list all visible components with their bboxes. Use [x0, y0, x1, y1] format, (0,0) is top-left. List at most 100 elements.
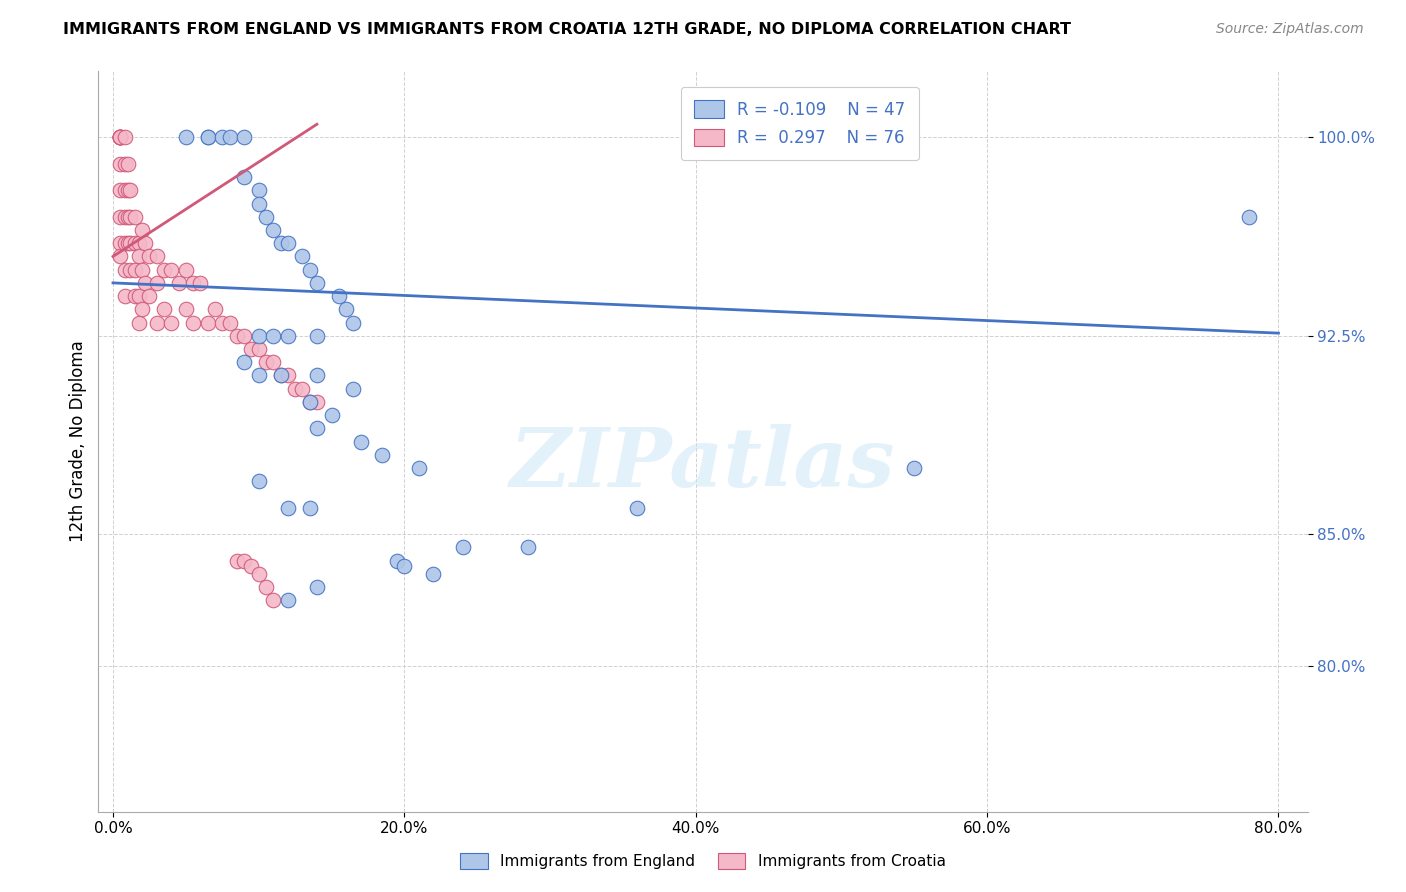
- Point: [262, 593, 284, 607]
- Point: [233, 355, 256, 369]
- Legend: R = -0.109    N = 47, R =  0.297    N = 76: R = -0.109 N = 47, R = 0.297 N = 76: [681, 87, 918, 160]
- Point: [247, 342, 270, 356]
- Point: [218, 316, 240, 330]
- Point: [160, 262, 183, 277]
- Point: [298, 262, 321, 277]
- Point: [114, 236, 136, 251]
- Point: [153, 262, 176, 277]
- Point: [110, 236, 132, 251]
- Point: [517, 541, 540, 555]
- Point: [167, 276, 190, 290]
- Point: [131, 223, 153, 237]
- Point: [270, 236, 292, 251]
- Point: [394, 558, 416, 573]
- Point: [110, 130, 132, 145]
- Point: [124, 210, 146, 224]
- Point: [197, 316, 219, 330]
- Point: [254, 210, 277, 224]
- Point: [134, 276, 156, 290]
- Point: [298, 395, 321, 409]
- Point: [422, 566, 444, 581]
- Point: [197, 130, 219, 145]
- Point: [291, 382, 314, 396]
- Point: [110, 210, 132, 224]
- Point: [305, 421, 328, 435]
- Text: ZIPatlas: ZIPatlas: [510, 424, 896, 504]
- Point: [145, 250, 167, 264]
- Point: [114, 130, 136, 145]
- Point: [262, 355, 284, 369]
- Point: [626, 500, 648, 515]
- Point: [120, 262, 142, 277]
- Point: [298, 500, 321, 515]
- Point: [110, 130, 132, 145]
- Point: [225, 328, 247, 343]
- Point: [114, 262, 136, 277]
- Point: [233, 328, 256, 343]
- Point: [342, 316, 364, 330]
- Point: [110, 183, 132, 197]
- Point: [262, 223, 284, 237]
- Point: [247, 196, 270, 211]
- Point: [277, 368, 299, 383]
- Point: [138, 289, 160, 303]
- Point: [291, 250, 314, 264]
- Point: [335, 302, 357, 317]
- Legend: Immigrants from England, Immigrants from Croatia: Immigrants from England, Immigrants from…: [454, 847, 952, 875]
- Point: [277, 500, 299, 515]
- Point: [305, 276, 328, 290]
- Point: [451, 541, 474, 555]
- Point: [128, 316, 150, 330]
- Point: [120, 183, 142, 197]
- Point: [305, 580, 328, 594]
- Point: [270, 368, 292, 383]
- Point: [277, 593, 299, 607]
- Point: [305, 395, 328, 409]
- Point: [233, 553, 256, 567]
- Text: IMMIGRANTS FROM ENGLAND VS IMMIGRANTS FROM CROATIA 12TH GRADE, NO DIPLOMA CORREL: IMMIGRANTS FROM ENGLAND VS IMMIGRANTS FR…: [63, 22, 1071, 37]
- Point: [114, 157, 136, 171]
- Point: [128, 289, 150, 303]
- Point: [181, 316, 204, 330]
- Point: [247, 183, 270, 197]
- Point: [247, 368, 270, 383]
- Point: [277, 236, 299, 251]
- Point: [110, 130, 132, 145]
- Point: [117, 236, 139, 251]
- Point: [145, 276, 167, 290]
- Point: [124, 236, 146, 251]
- Point: [233, 130, 256, 145]
- Point: [277, 328, 299, 343]
- Text: Source: ZipAtlas.com: Source: ZipAtlas.com: [1216, 22, 1364, 37]
- Point: [131, 262, 153, 277]
- Point: [305, 368, 328, 383]
- Point: [181, 276, 204, 290]
- Point: [305, 328, 328, 343]
- Point: [247, 474, 270, 488]
- Point: [903, 461, 925, 475]
- Point: [114, 289, 136, 303]
- Point: [254, 580, 277, 594]
- Point: [240, 342, 263, 356]
- Point: [117, 210, 139, 224]
- Point: [124, 262, 146, 277]
- Point: [134, 236, 156, 251]
- Point: [128, 236, 150, 251]
- Point: [350, 434, 373, 449]
- Point: [328, 289, 350, 303]
- Point: [371, 448, 394, 462]
- Point: [110, 130, 132, 145]
- Point: [138, 250, 160, 264]
- Point: [218, 130, 240, 145]
- Point: [1239, 210, 1261, 224]
- Point: [211, 130, 233, 145]
- Point: [110, 250, 132, 264]
- Point: [110, 130, 132, 145]
- Point: [270, 368, 292, 383]
- Point: [160, 316, 183, 330]
- Point: [342, 382, 364, 396]
- Point: [110, 130, 132, 145]
- Point: [110, 157, 132, 171]
- Point: [117, 157, 139, 171]
- Point: [197, 130, 219, 145]
